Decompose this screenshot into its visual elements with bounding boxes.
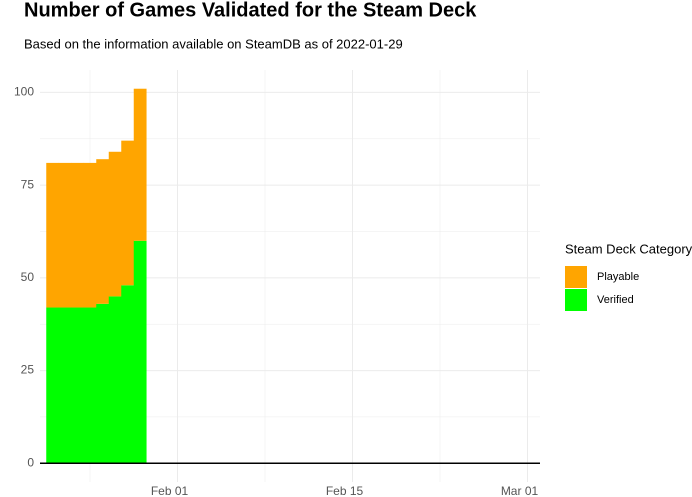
bar-segment	[96, 303, 110, 464]
bar-segment	[58, 307, 72, 464]
axes: 0 25 50 75 100 Feb 01 Feb 15 Mar 01 Playable Veri…	[14, 85, 639, 497]
x-tick-label: Mar 01	[501, 484, 539, 497]
bar-segment	[46, 162, 60, 308]
bar-segment	[83, 162, 97, 308]
bar-segment	[58, 162, 72, 308]
bar-segment	[108, 296, 122, 464]
chart-subtitle: Based on the information available on St…	[24, 36, 403, 51]
legend-swatch	[565, 289, 587, 311]
marks	[46, 88, 147, 464]
bar-segment	[46, 307, 60, 464]
bar-segment	[96, 159, 110, 304]
y-tick-label: 0	[27, 455, 34, 469]
bar-segment	[71, 307, 85, 464]
bar-segment	[121, 140, 135, 286]
y-tick-label: 75	[21, 177, 35, 191]
bar-segment	[108, 151, 122, 297]
legend-label: Playable	[597, 271, 639, 283]
legend-label: Verified	[597, 294, 634, 306]
bar-segment	[83, 307, 97, 464]
bar-segment	[133, 88, 147, 241]
x-tick-label: Feb 01	[151, 484, 189, 497]
chart-title: Number of Games Validated for the Steam …	[24, 0, 477, 21]
legend-title: Steam Deck Category	[565, 241, 692, 256]
y-tick-label: 100	[14, 85, 34, 99]
bar-segment	[71, 162, 85, 308]
bar-segment	[121, 285, 135, 464]
x-tick-label: Feb 15	[326, 484, 364, 497]
legend-swatch	[565, 266, 587, 288]
bar-segment	[133, 240, 147, 464]
y-tick-label: 25	[21, 363, 35, 377]
y-tick-label: 50	[21, 270, 35, 284]
